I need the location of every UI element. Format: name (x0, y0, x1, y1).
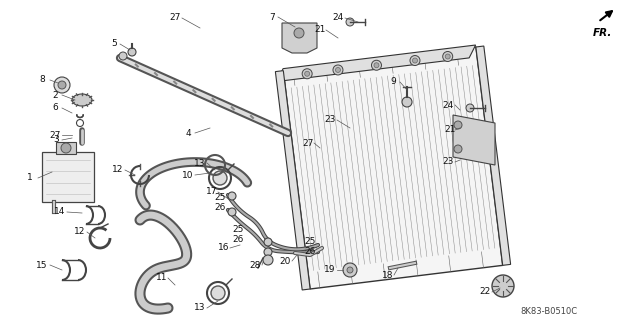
Text: 17: 17 (206, 188, 218, 197)
Text: 25: 25 (214, 194, 226, 203)
Text: 22: 22 (479, 287, 491, 296)
Circle shape (443, 51, 452, 62)
Circle shape (264, 238, 272, 246)
Text: 27: 27 (302, 138, 314, 147)
Polygon shape (275, 70, 310, 290)
Circle shape (445, 54, 450, 59)
Circle shape (58, 81, 66, 89)
Polygon shape (476, 46, 511, 265)
Text: 7: 7 (269, 12, 275, 21)
Text: 4: 4 (185, 129, 191, 137)
Text: 3: 3 (53, 136, 59, 145)
Text: 24: 24 (442, 100, 454, 109)
Text: 10: 10 (182, 170, 194, 180)
Circle shape (213, 171, 227, 185)
Text: 28: 28 (250, 261, 260, 270)
Circle shape (54, 77, 70, 93)
Text: 2: 2 (52, 91, 58, 100)
FancyBboxPatch shape (42, 152, 94, 202)
Circle shape (305, 71, 310, 76)
Circle shape (466, 104, 474, 112)
Text: 8K83-B0510C: 8K83-B0510C (520, 308, 577, 316)
Text: 13: 13 (195, 159, 205, 167)
Text: 5: 5 (111, 40, 117, 48)
Circle shape (61, 143, 71, 153)
Text: 12: 12 (74, 227, 86, 236)
Circle shape (294, 28, 304, 38)
Polygon shape (276, 45, 476, 82)
Text: 11: 11 (156, 273, 168, 283)
Circle shape (128, 48, 136, 56)
Text: 27: 27 (170, 13, 180, 23)
Text: 24: 24 (332, 13, 344, 23)
Circle shape (492, 275, 514, 297)
Text: 6: 6 (52, 103, 58, 113)
Text: 16: 16 (218, 243, 230, 253)
Circle shape (410, 56, 420, 65)
Circle shape (454, 145, 462, 153)
Circle shape (371, 60, 381, 70)
Circle shape (264, 248, 272, 256)
Circle shape (454, 121, 462, 129)
Text: 26: 26 (232, 235, 244, 244)
Circle shape (333, 65, 343, 75)
Text: 9: 9 (390, 78, 396, 86)
Circle shape (335, 68, 340, 72)
Circle shape (228, 208, 236, 216)
Text: 26: 26 (304, 248, 316, 256)
Text: 25: 25 (304, 236, 316, 246)
Text: 27: 27 (49, 130, 61, 139)
Text: 15: 15 (36, 261, 48, 270)
Text: 23: 23 (324, 115, 336, 124)
Text: 26: 26 (214, 203, 226, 211)
Polygon shape (284, 47, 502, 289)
Circle shape (228, 192, 236, 200)
Circle shape (263, 255, 273, 265)
Circle shape (211, 286, 225, 300)
Text: FR.: FR. (593, 28, 612, 38)
Text: 20: 20 (279, 256, 291, 265)
Text: 18: 18 (382, 271, 394, 279)
Text: 19: 19 (324, 265, 336, 275)
Text: 12: 12 (112, 166, 124, 174)
Circle shape (374, 63, 379, 68)
Circle shape (413, 58, 417, 63)
Circle shape (119, 52, 127, 60)
Circle shape (402, 97, 412, 107)
Text: 21: 21 (444, 125, 456, 135)
Polygon shape (282, 23, 317, 53)
Circle shape (347, 267, 353, 273)
Text: 13: 13 (195, 303, 205, 313)
Text: 8: 8 (39, 76, 45, 85)
Bar (56, 142, 76, 154)
Text: 1: 1 (27, 174, 33, 182)
Text: 21: 21 (314, 26, 326, 34)
Text: 25: 25 (232, 226, 244, 234)
Polygon shape (453, 115, 495, 165)
Circle shape (343, 263, 357, 277)
Text: 23: 23 (442, 158, 454, 167)
Text: 14: 14 (54, 207, 66, 217)
Circle shape (302, 69, 312, 79)
Ellipse shape (72, 94, 92, 106)
Circle shape (346, 18, 354, 26)
